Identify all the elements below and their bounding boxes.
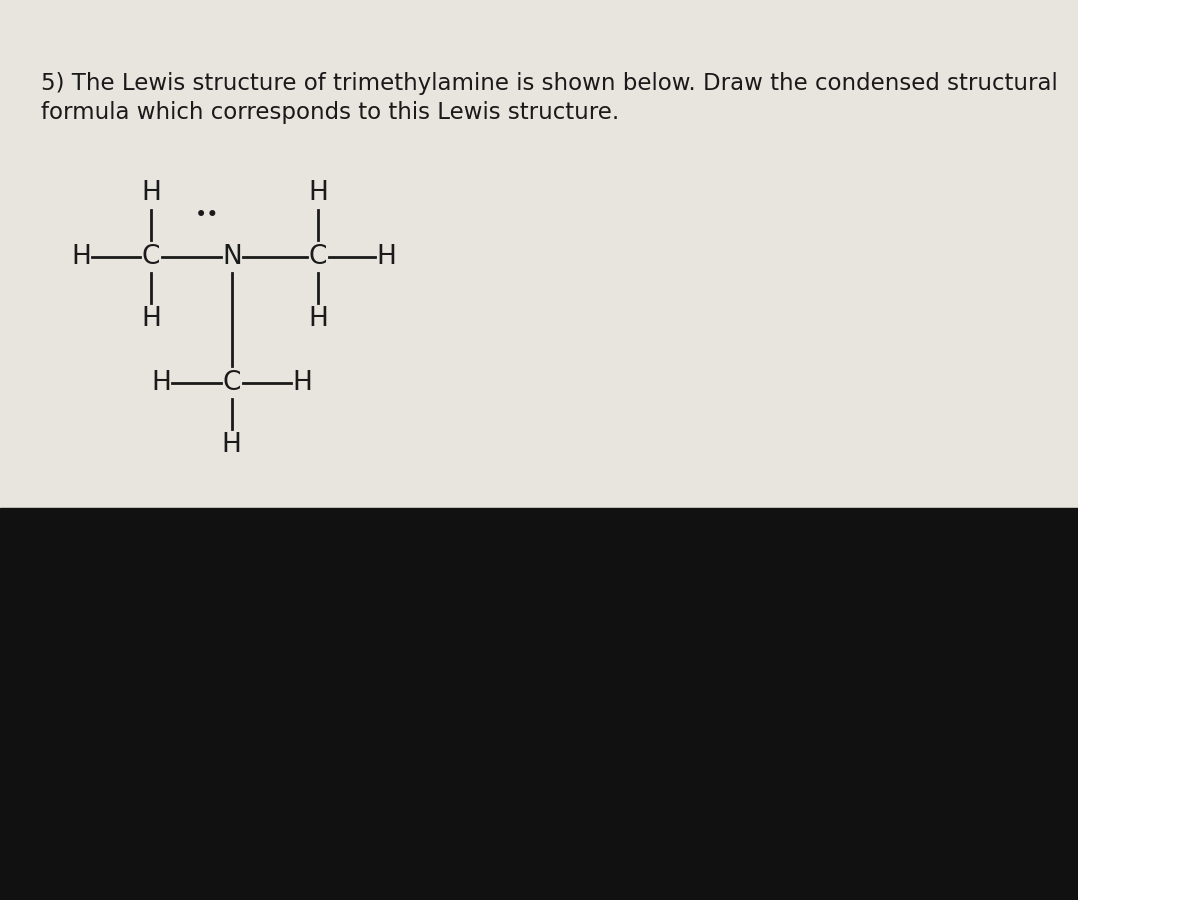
Text: H: H [222, 433, 241, 458]
Text: H: H [308, 181, 328, 206]
Text: H: H [151, 370, 172, 395]
Bar [0, 0, 1078, 508]
Text: C: C [142, 244, 160, 269]
Text: H: H [140, 307, 161, 332]
Text: C: C [308, 244, 328, 269]
Text: H: H [308, 307, 328, 332]
Text: formula which corresponds to this Lewis structure.: formula which corresponds to this Lewis … [41, 101, 619, 124]
Text: 5) The Lewis structure of trimethylamine is shown below. Draw the condensed stru: 5) The Lewis structure of trimethylamine… [41, 72, 1057, 95]
Text: H: H [376, 244, 396, 269]
Text: C: C [222, 370, 241, 395]
Text: H: H [71, 244, 91, 269]
Text: N: N [222, 244, 241, 269]
Text: ••: •• [194, 205, 220, 225]
Text: H: H [140, 181, 161, 206]
Bar [0, 508, 1078, 900]
Text: H: H [292, 370, 312, 395]
